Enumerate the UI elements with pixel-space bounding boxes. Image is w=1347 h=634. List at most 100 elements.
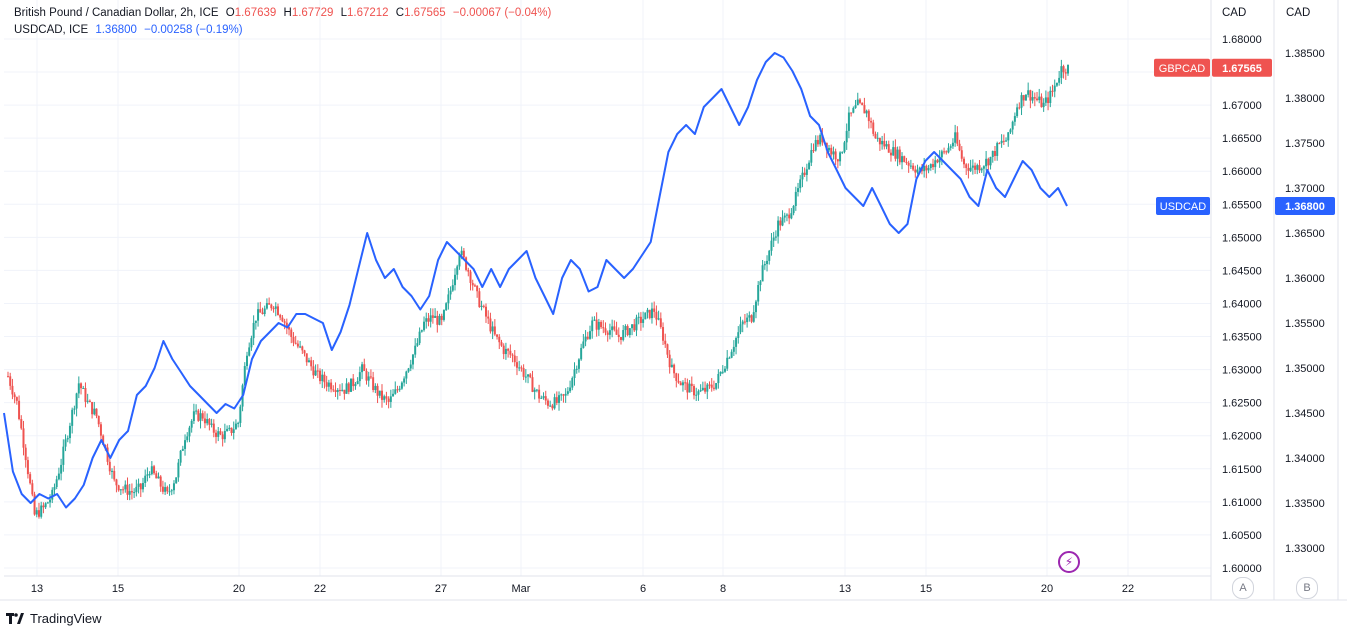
candle-body: [403, 378, 406, 383]
candle-body: [502, 345, 505, 355]
candle-body: [560, 394, 563, 396]
gbpcad-tick-label: 1.64500: [1222, 265, 1262, 277]
candle-body: [303, 350, 306, 354]
candle-body: [113, 470, 116, 480]
candle-body: [49, 499, 52, 503]
scale-b-button[interactable]: B: [1296, 577, 1318, 599]
candle-body: [768, 250, 771, 261]
candle-body: [1064, 72, 1067, 74]
candle-body: [954, 132, 957, 143]
candle-body: [75, 393, 78, 409]
candle-body: [53, 487, 56, 490]
candle-body: [558, 395, 561, 403]
candle-body: [42, 505, 45, 508]
series-name-tag-text: USDCAD: [1160, 201, 1207, 213]
candle-body: [586, 336, 589, 339]
candle-body: [285, 322, 288, 328]
high-value: 1.67729: [291, 7, 334, 19]
candle-body: [1036, 98, 1039, 101]
candle-body: [407, 368, 410, 372]
candle-body: [843, 142, 846, 152]
candle-body: [783, 215, 786, 218]
candle-body: [582, 341, 585, 348]
candle-body: [905, 161, 908, 163]
candle-body: [203, 418, 206, 424]
candle-body: [172, 483, 175, 491]
candle-body: [863, 105, 866, 114]
candle-body: [445, 303, 448, 311]
candle-body: [26, 460, 29, 475]
candle-body: [380, 390, 383, 400]
lightning-bolt-icon[interactable]: ⚡: [1058, 551, 1080, 573]
candle-body: [693, 386, 696, 396]
candle-body: [681, 382, 684, 386]
candle-body: [759, 281, 762, 286]
candle-body: [434, 315, 437, 318]
candle-body: [80, 383, 83, 389]
candle-body: [624, 326, 627, 331]
x-tick-label: Mar: [512, 583, 531, 595]
candle-body: [46, 502, 49, 504]
candle-body: [137, 483, 140, 487]
candle-body: [458, 255, 461, 267]
last-value-tag: [1212, 58, 1272, 77]
candle-body: [84, 388, 87, 402]
candle-body: [1033, 97, 1036, 99]
candle-body: [82, 388, 85, 390]
candle-body: [622, 330, 625, 340]
candle-body: [965, 164, 968, 169]
candle-body: [797, 188, 800, 192]
candle-body: [431, 315, 434, 318]
candle-body: [801, 172, 804, 180]
candle-body: [1053, 85, 1056, 92]
candle-body: [35, 510, 38, 515]
candle-body: [55, 479, 58, 488]
open-value: 1.67639: [234, 7, 277, 19]
candle-body: [296, 343, 299, 347]
candle-body: [347, 383, 350, 392]
footer-brand[interactable]: TradingView: [6, 611, 102, 626]
candle-body: [991, 150, 994, 157]
candle-body: [898, 149, 901, 163]
candle-body: [1016, 107, 1019, 117]
candle-body: [836, 159, 839, 162]
candle-body: [593, 319, 596, 321]
candle-body: [62, 446, 65, 465]
candle-body: [699, 389, 702, 392]
candle-body: [903, 156, 906, 162]
candle-body: [88, 400, 91, 403]
candle-body: [1013, 116, 1016, 122]
candle-body: [374, 385, 377, 390]
usdcad-line: [3, 52, 1068, 509]
candle-body: [907, 162, 910, 166]
candle-body: [336, 389, 339, 393]
candle-body: [405, 371, 408, 379]
candle-body: [1067, 64, 1069, 74]
candle-body: [480, 305, 483, 307]
brand-name: TradingView: [30, 611, 102, 626]
candle-body: [396, 389, 399, 391]
candle-body: [872, 122, 875, 134]
candle-body: [133, 492, 136, 494]
candle-body: [662, 327, 665, 341]
candle-body: [511, 354, 514, 356]
candle-body: [91, 402, 94, 415]
candle-body: [423, 321, 426, 331]
candle-body: [223, 431, 226, 440]
candle-body: [261, 312, 264, 315]
candle-body: [372, 377, 375, 390]
candle-body: [710, 384, 713, 388]
candle-body: [750, 315, 753, 322]
candle-body: [540, 397, 543, 399]
candle-body: [865, 110, 868, 114]
candle-body: [867, 110, 870, 122]
candle-body: [115, 479, 118, 486]
candle-body: [153, 466, 156, 474]
candle-body: [314, 370, 317, 376]
candle-body: [394, 389, 397, 394]
candle-body: [24, 447, 27, 461]
auto-scale-button[interactable]: A: [1232, 577, 1254, 599]
candle-body: [1009, 129, 1012, 133]
usdcad-tick-label: 1.33500: [1285, 498, 1325, 510]
